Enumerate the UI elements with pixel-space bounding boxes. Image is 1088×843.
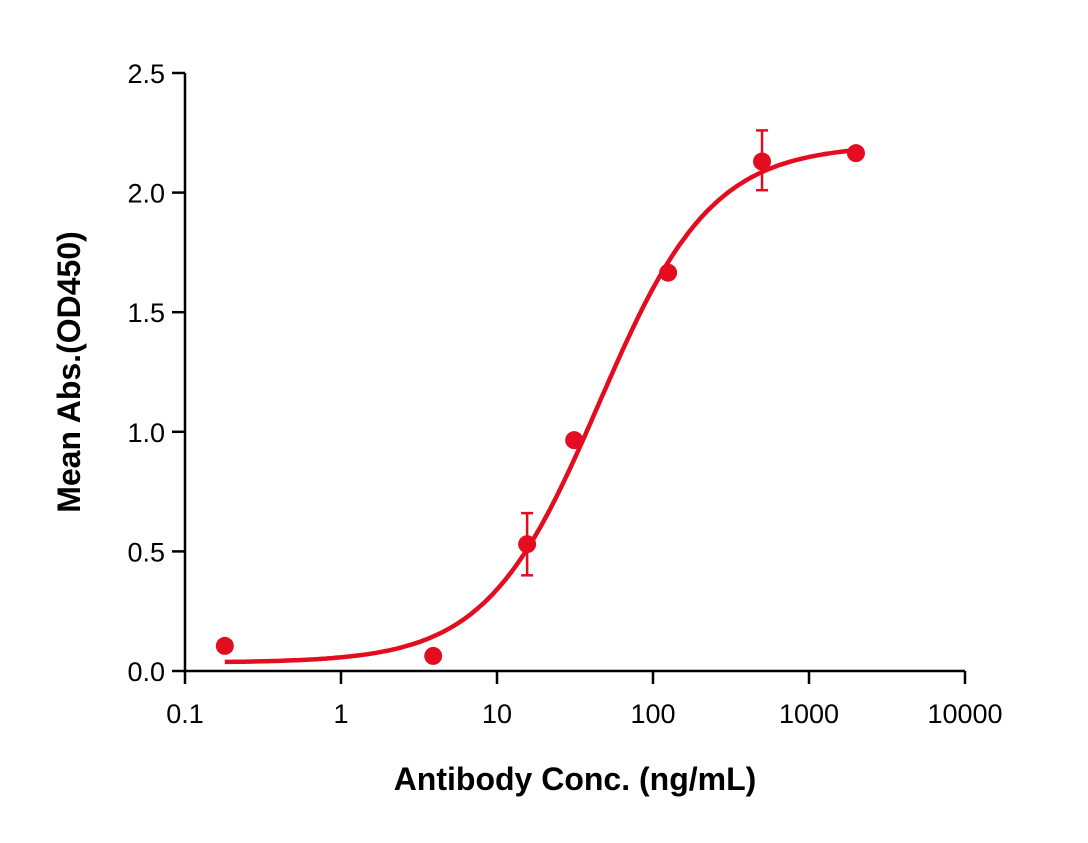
data-point [424, 646, 443, 665]
y-tick-label: 0.0 [127, 657, 165, 687]
y-tick-label: 2.5 [127, 59, 165, 89]
y-tick-label: 1.5 [127, 298, 165, 328]
data-point [518, 535, 537, 554]
x-tick-label: 100 [630, 699, 675, 729]
data-points [215, 129, 865, 665]
y-tick-label: 2.0 [127, 179, 165, 209]
y-axis-title: Mean Abs.(OD450) [51, 231, 87, 513]
x-tick-label: 1000 [779, 699, 839, 729]
x-tick-label: 10 [482, 699, 512, 729]
fit-curve [224, 147, 857, 665]
data-point [659, 263, 678, 282]
x-tick-label: 0.1 [166, 699, 204, 729]
y-tick-label: 1.0 [127, 418, 165, 448]
x-tick-label: 10000 [927, 699, 1002, 729]
ticks: 0.0 0.5 1.0 1.5 2.0 2.5 0.1 1 10 100 1000 10000 [127, 59, 1002, 729]
data-point [846, 144, 865, 163]
y-tick-label: 0.5 [127, 537, 165, 567]
axes [183, 73, 965, 673]
x-axis-title: Antibody Conc. (ng/mL) [394, 761, 757, 797]
x-tick-label: 1 [333, 699, 348, 729]
data-point [753, 152, 772, 171]
data-point [215, 636, 234, 655]
data-point [565, 431, 584, 450]
